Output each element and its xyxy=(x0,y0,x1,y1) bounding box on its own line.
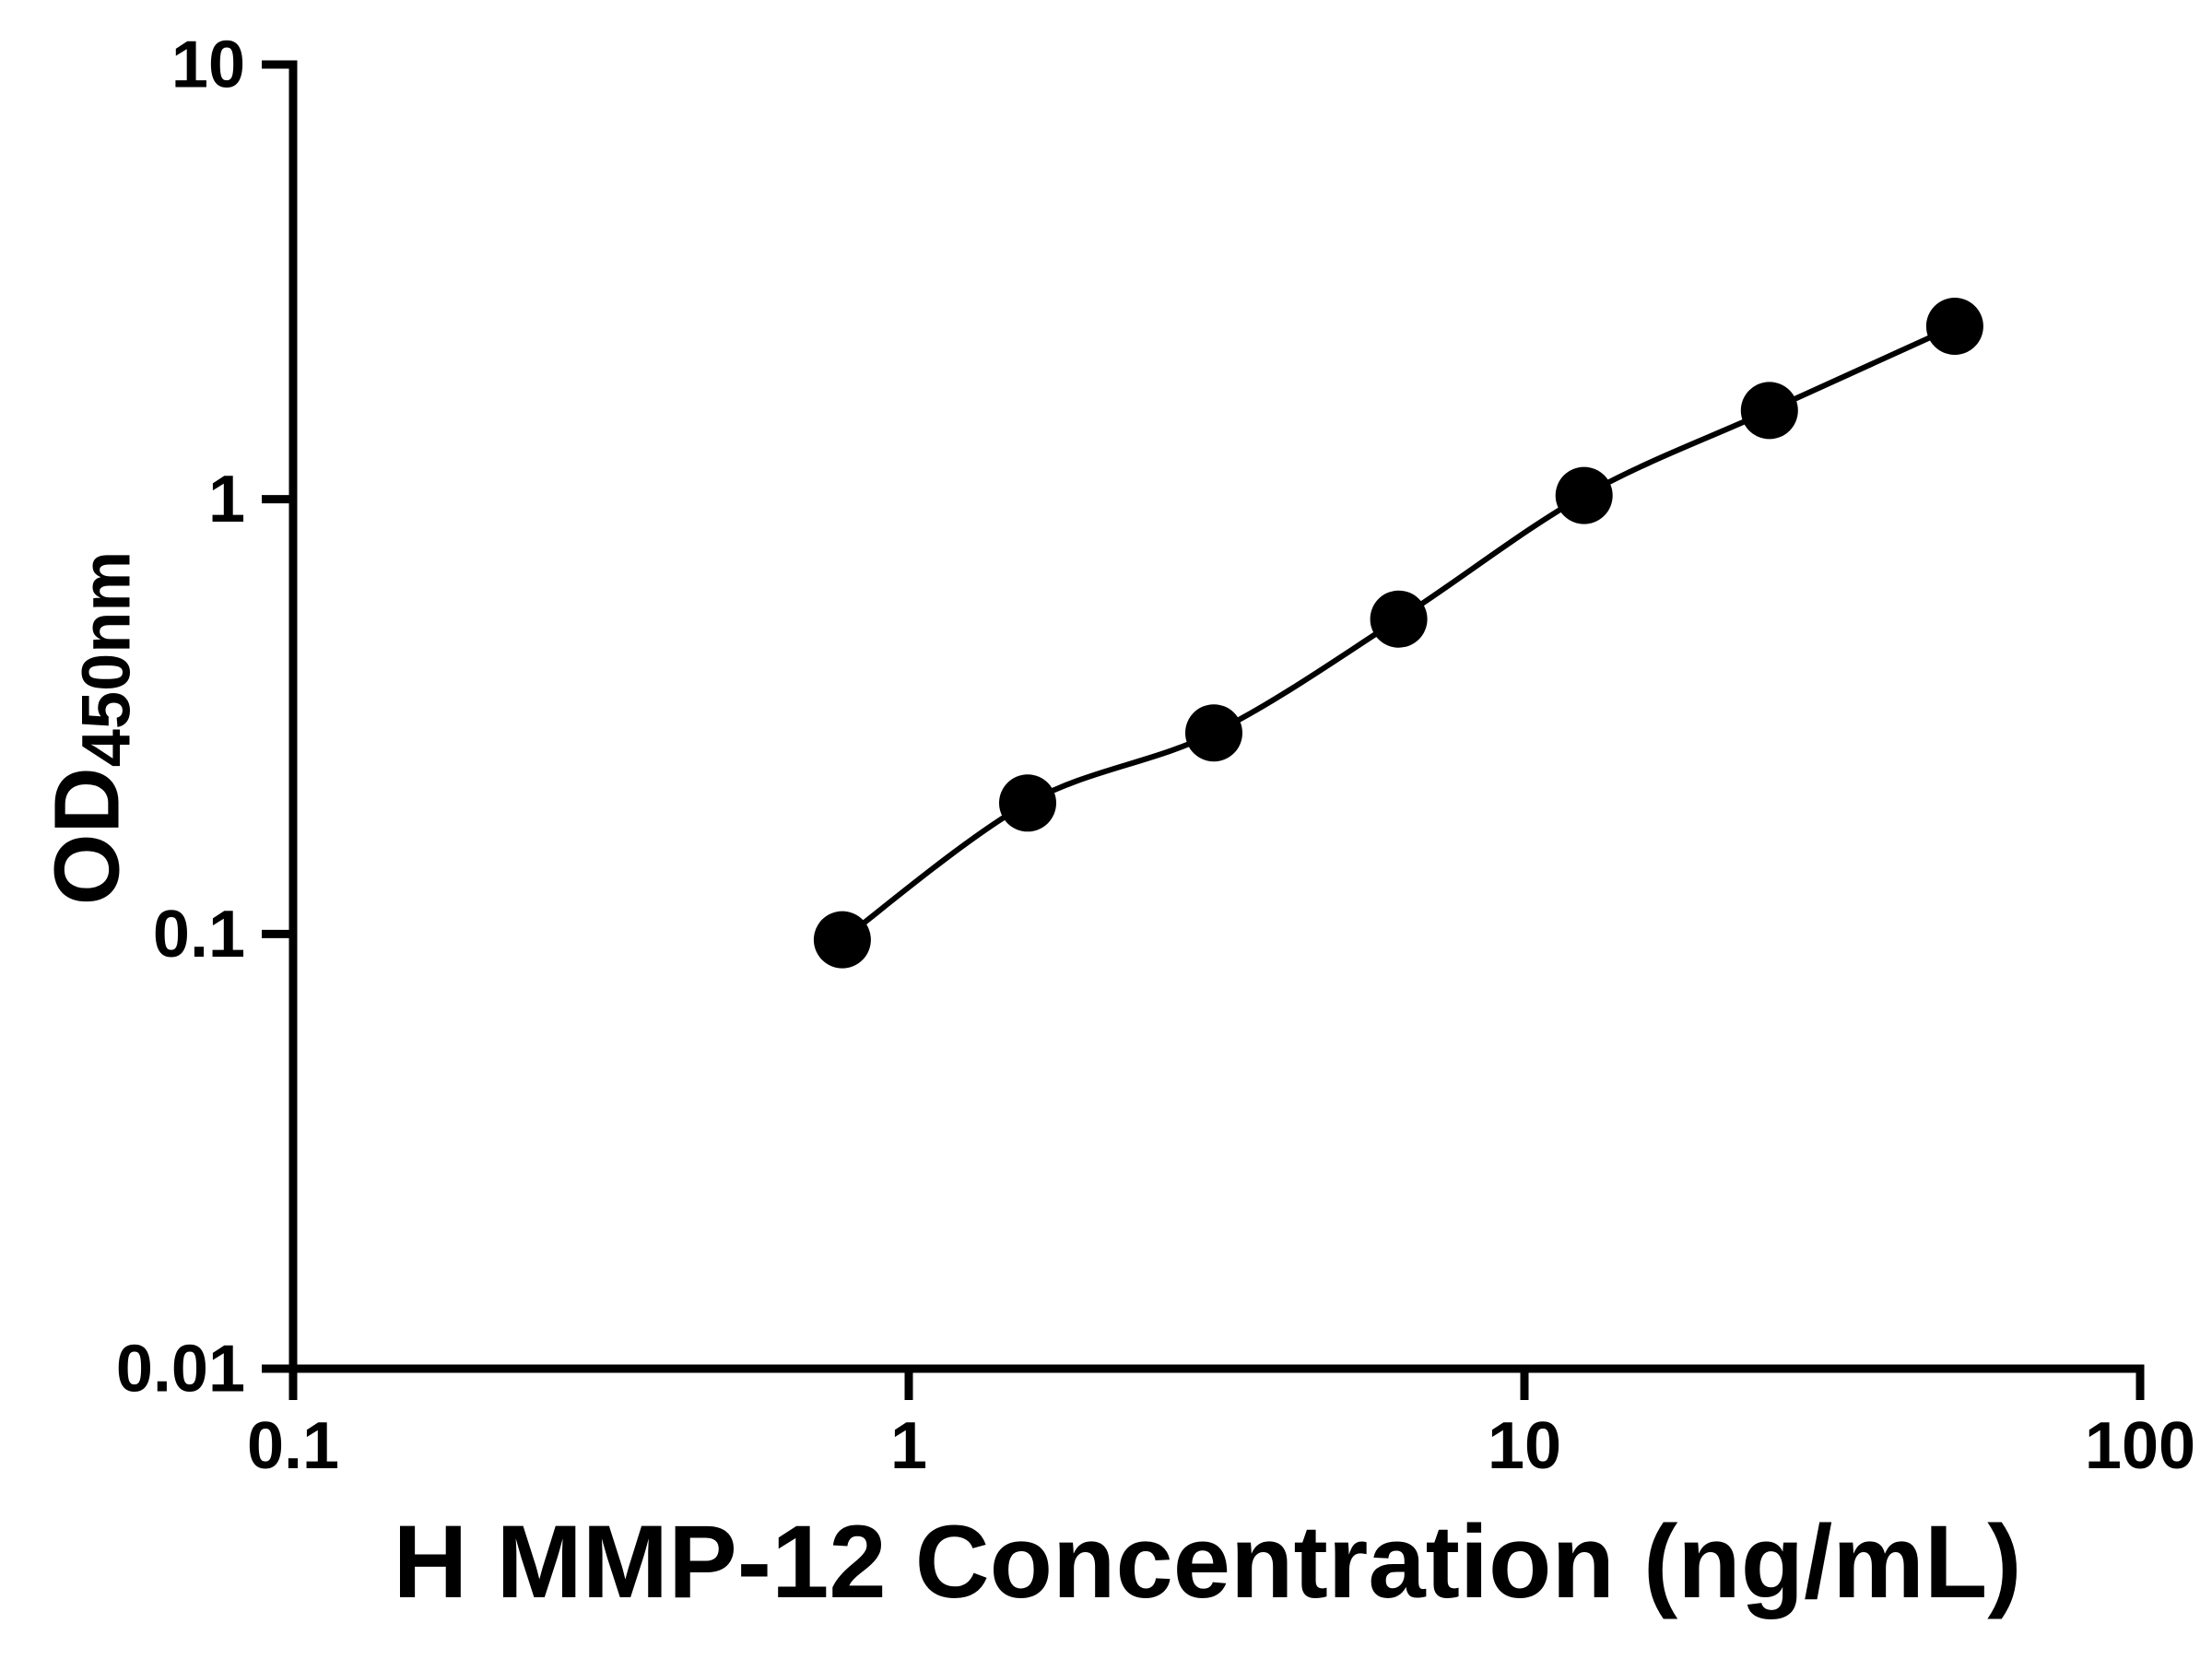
data-point-marker xyxy=(1555,466,1613,524)
y-axis-tick-label: 10 xyxy=(171,28,245,101)
y-axis-title-main: OD xyxy=(35,767,139,906)
y-axis-tick-label: 1 xyxy=(208,463,245,536)
data-point-marker xyxy=(1370,590,1428,648)
x-axis-title: H MMP-12 Concentration (ng/mL) xyxy=(393,1504,2022,1619)
x-axis-tick-label: 0.1 xyxy=(247,1409,339,1483)
data-point-marker xyxy=(1925,298,1983,355)
x-axis-tick-label: 100 xyxy=(2085,1409,2195,1483)
data-point-marker xyxy=(1185,704,1242,762)
data-point-marker xyxy=(999,774,1056,832)
y-axis-tick-label: 0.1 xyxy=(153,898,245,971)
data-point-marker xyxy=(813,911,871,969)
y-axis-tick-label: 0.01 xyxy=(116,1332,245,1406)
y-axis-title: OD450nm xyxy=(35,551,145,906)
x-axis-tick-label: 1 xyxy=(890,1409,927,1483)
data-point-marker xyxy=(1740,382,1798,440)
x-axis-tick-label: 10 xyxy=(1488,1409,1561,1483)
y-axis-title-sub: 450nm xyxy=(67,550,145,768)
